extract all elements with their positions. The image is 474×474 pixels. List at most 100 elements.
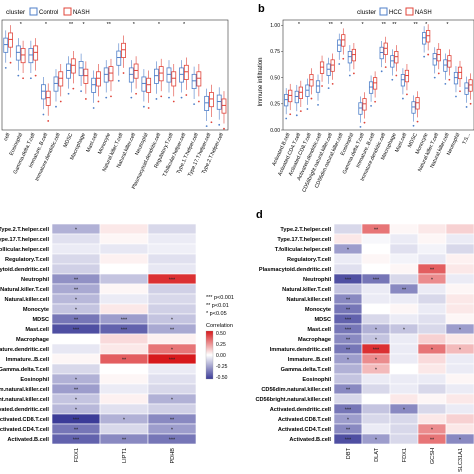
panel-a-box-mast-cell-nash xyxy=(96,71,101,87)
panel-d-cell-t-follicular-helper-cell-fdx1 xyxy=(389,243,419,255)
panel-a-outlier-type-2-t-helper-cell-control xyxy=(218,123,221,126)
panel-c-sig-immature-dendritic-cell-pdhb: * xyxy=(171,347,174,353)
panel-b-ytick-label: 0.00 xyxy=(270,128,280,134)
panel-d-sig-neutrophil-dlat: *** xyxy=(373,277,380,283)
panel-b-outlier-activated-b-cell-hcc xyxy=(285,117,288,120)
panel-b-legend-title: cluster xyxy=(357,9,377,16)
panel-d-sig-natural-killer-cell-dbt: ** xyxy=(346,297,351,303)
panel-a-sig-mark: * xyxy=(45,22,48,28)
panel-d-row-label-type-2-t-helper-cell: Type.2.T.helper.cell xyxy=(280,227,331,233)
panel-d-cell-cd56bright-natural-killer-cell-slc31a1 xyxy=(445,393,474,405)
panel-d-cell-natural-killer-cell-dlat xyxy=(361,293,391,305)
panel-d-cell-neutrophil-fdx1 xyxy=(389,273,419,285)
panel-b-box-activated-dendritic-cell-nash xyxy=(319,61,325,74)
panel-d-cell-natural-killer-t-cell-dlat xyxy=(361,283,391,295)
panel-a-outlier-regulatory-t-cell-nash xyxy=(172,100,175,103)
panel-d-cell-eosinophil-dlat xyxy=(361,373,391,385)
colorbar-tick-025: 0.25 xyxy=(216,342,226,348)
panel-a-box-immature-dendritic-cell-control xyxy=(53,76,59,92)
panel-d-sig-cd56dim-natural-killer-cell-dbt: ** xyxy=(346,387,351,393)
panel-d-cell-gamma-delta-t-cell-fdx1 xyxy=(389,363,419,375)
panel-c-sig-activated-b-cell-pdhb: *** xyxy=(169,437,176,443)
panel-a-xlabel-mdsc: MDSC xyxy=(62,132,74,149)
panel-c-cell-regulatory-t-cell-fdx1 xyxy=(51,253,101,265)
panel-c-cell-neutrophil-lipt1 xyxy=(99,273,149,285)
panel-a-box-cell-nash xyxy=(8,32,13,48)
panel-c-significance-legend: *** p<0.001 ** p<0.01 * p<0.05 xyxy=(206,295,234,317)
panel-b-outlier-macrophage-hcc xyxy=(391,78,394,81)
panel-c-sig-cd56bright-natural-killer-cell-fdx1: * xyxy=(75,397,78,403)
panel-d-sig-t-follicular-helper-cell-dbt: * xyxy=(347,247,350,253)
panel-d-cell-macrophage-slc31a1 xyxy=(445,333,474,345)
panel-b-box-neutrophil-hcc xyxy=(453,71,459,85)
panel-a-outlier-type-17-t-helper-cell-control xyxy=(205,125,208,128)
panel-d-cell-eosinophil-gcsh xyxy=(417,373,447,385)
panel-c-cell-monocyte-pdhb xyxy=(147,303,197,315)
panel-b-outlier-neutrophil-nash xyxy=(459,90,461,93)
panel-c-col-label-lipt1: LIPT1 xyxy=(122,448,128,463)
panel-c-cell-gamma-delta-t-cell-lipt1 xyxy=(99,363,149,375)
panel-b-outlier-activated-dendritic-cell-nash xyxy=(321,85,323,87)
panel-a-outlier-eosinophil-control xyxy=(17,74,20,77)
panel-b-ytick-label: 1.00 xyxy=(270,23,280,29)
panel-d-cell-mdsc-dlat xyxy=(361,313,391,325)
panel-c-cell-macrophage-pdhb xyxy=(147,333,197,345)
panel-a-box-cell-control xyxy=(3,37,9,53)
colorbar-gradient xyxy=(205,330,214,380)
panel-a-outlier-plasmacytoid-dendritic-cell-control xyxy=(155,98,158,100)
panel-d-row-label-regulatory-t-cell: Regulatory.T.cell xyxy=(287,257,331,263)
panel-a-boxplot: cellEosinophilGamma.delta.T.cellImmature… xyxy=(1,19,229,190)
panel-a-box-type-1-t-helper-cell-control xyxy=(191,73,197,89)
panel-a-box-eosinophil-nash xyxy=(20,48,26,64)
panel-a-outlier-macrophage-control xyxy=(80,90,82,93)
panel-d-cell-eosinophil-slc31a1 xyxy=(445,373,474,385)
panel-a-legend-swatch-control xyxy=(29,7,38,16)
panel-c-cell-macrophage-lipt1 xyxy=(99,333,149,345)
panel-d-cell-regulatory-t-cell-fdx1 xyxy=(389,253,419,265)
panel-b-sig-mark: ** xyxy=(329,22,334,28)
panel-c-cell-plasmacytoid-dendritic-cell-pdhb xyxy=(147,263,197,275)
panel-b-box-activated-cd8-t-cell-nash xyxy=(309,74,314,87)
panel-a-box-natural-killer-t-cell-control xyxy=(116,50,122,66)
panel-c-cell-macrophage-fdx1 xyxy=(51,333,101,345)
panel-c-row-label-immature-b-cell: Immature..B.cell xyxy=(6,357,50,363)
panel-c-sig-activated-dendritic-cell-fdx1: * xyxy=(75,407,78,413)
panel-d-cell-activated-cd4-t-cell-slc31a1 xyxy=(445,423,474,435)
panel-c-cell-natural-killer-t-cell-lipt1 xyxy=(99,283,149,295)
panel-b-outlier-monocyte-nash xyxy=(427,53,430,56)
panel-b-box-t-s-nash xyxy=(468,79,473,92)
panel-b-legend-label-nash: NASH xyxy=(415,10,432,16)
panel-b-outlier-cd56dim-natural-killer-cell-nash xyxy=(342,57,345,60)
panel-a-box-gamma-delta-t-cell-nash xyxy=(33,45,39,61)
panel-c-cell-t-follicular-helper-cell-pdhb xyxy=(147,243,197,255)
panel-c-row-label-plasmacytoid-dendritic-cell: Plasmacytoid.dendritic.cell xyxy=(0,267,49,273)
panel-a-outlier-neutrophil-nash xyxy=(147,107,150,109)
colorbar-tick-050: 0.50 xyxy=(216,331,226,337)
panel-b-box-mast-cell-nash xyxy=(404,69,410,83)
panel-c-cell-immature-b-cell-fdx1 xyxy=(51,353,101,365)
panel-a-outlier-mdsc-nash xyxy=(72,87,75,90)
panel-b-xlabel-t-s: T.S... xyxy=(462,132,472,145)
panel-a-box-plasmacytoid-dendritic-cell-nash xyxy=(158,66,164,82)
panel-a-outlier-natural-killer-cell-control xyxy=(130,96,133,99)
panel-d-cell-cd56dim-natural-killer-cell-gcsh xyxy=(417,383,447,395)
panel-c-cell-activated-cd4-t-cell-lipt1 xyxy=(99,423,149,435)
panel-b-box-cd56dim-natural-killer-cell-nash xyxy=(341,34,346,47)
panel-a-box-neutrophil-nash xyxy=(146,77,152,93)
panel-c-sig-activated-b-cell-lipt1: ** xyxy=(122,437,127,443)
panel-d-cell-regulatory-t-cell-slc31a1 xyxy=(445,253,474,265)
panel-c-row-label-gamma-delta-t-cell: Gamma.delta.T.cell xyxy=(0,367,49,373)
panel-c-cell-plasmacytoid-dendritic-cell-fdx1 xyxy=(51,263,101,275)
panel-a-box-type-2-t-helper-cell-control xyxy=(216,94,222,110)
panel-c-sig-activated-cd8-t-cell-fdx1: *** xyxy=(73,417,80,423)
panel-b-box-natural-killer-cell-hcc xyxy=(443,59,448,72)
panel-d-cell-activated-cd8-t-cell-dlat xyxy=(361,413,391,425)
panel-b-outlier-cd56bright-natural-killer-cell-nash xyxy=(331,83,334,85)
panel-a-outlier-type-2-t-helper-cell-nash xyxy=(223,127,225,130)
panel-b-box-activated-cd4-t-cell-nash xyxy=(298,86,303,99)
panel-c-sig-mast-cell-lipt1: *** xyxy=(121,327,128,333)
panel-b-ytick-label: 0.25 xyxy=(270,102,280,108)
panel-c-sig-monocyte-fdx1: * xyxy=(75,307,78,313)
panel-d-col-label-dlat: DLAT xyxy=(374,447,380,461)
panel-b-box-natural-killer-cell-nash xyxy=(447,55,452,68)
